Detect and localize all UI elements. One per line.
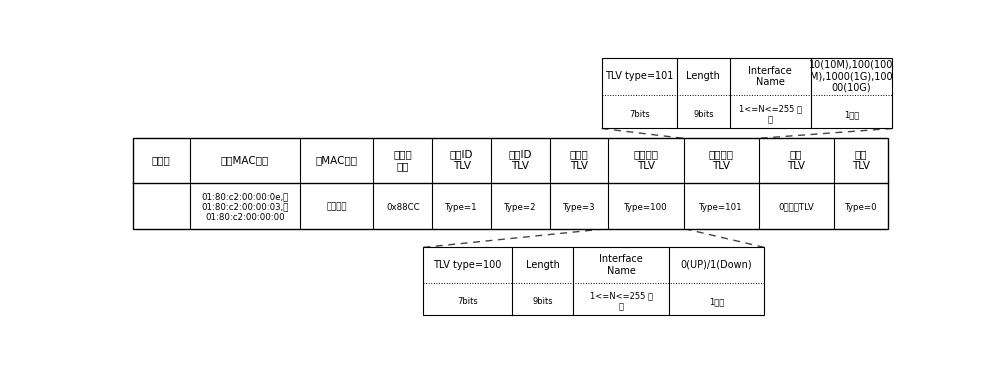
Text: 前导码: 前导码 — [152, 156, 171, 165]
Text: 9bits: 9bits — [532, 297, 553, 306]
Text: 源MAC地址: 源MAC地址 — [316, 156, 358, 165]
Text: TLV type=101: TLV type=101 — [605, 71, 674, 81]
Text: 1字节: 1字节 — [709, 297, 724, 306]
Text: 1<=N<=255 字
节: 1<=N<=255 字 节 — [739, 105, 802, 124]
Bar — [133, 138, 888, 228]
Text: 0x88CC: 0x88CC — [386, 203, 420, 212]
Text: Type=3: Type=3 — [563, 203, 595, 212]
Text: 10(10M),100(100
M),1000(1G),100
00(10G): 10(10M),100(100 M),1000(1G),100 00(10G) — [809, 60, 894, 93]
Text: Type=2: Type=2 — [504, 203, 537, 212]
Text: 目的MAC地址: 目的MAC地址 — [221, 156, 269, 165]
Text: 生存期
TLV: 生存期 TLV — [570, 150, 588, 171]
Text: 机筱ID
TLV: 机筱ID TLV — [450, 150, 473, 171]
Text: Interface
Name: Interface Name — [599, 254, 643, 276]
Text: 7bits: 7bits — [457, 297, 478, 306]
Text: Type=101: Type=101 — [699, 203, 743, 212]
Text: Type=100: Type=100 — [624, 203, 668, 212]
Text: Length: Length — [686, 71, 720, 81]
Text: Type=1: Type=1 — [445, 203, 478, 212]
Bar — [423, 247, 764, 315]
Text: 0(UP)/1(Down): 0(UP)/1(Down) — [681, 260, 752, 270]
Bar — [602, 58, 892, 128]
Text: 0或多个TLV: 0或多个TLV — [778, 203, 814, 212]
Text: 以太网
类型: 以太网 类型 — [393, 150, 412, 171]
Text: 1<=N<=255 字
节: 1<=N<=255 字 节 — [590, 292, 653, 311]
Text: 01:80:c2:00:00:0e,或
01:80:c2:00:00:03,或
01:80:c2:00:00:00: 01:80:c2:00:00:0e,或 01:80:c2:00:00:03,或 … — [201, 193, 289, 222]
Text: 9bits: 9bits — [693, 110, 714, 119]
Text: Type=0: Type=0 — [845, 203, 877, 212]
Text: 可选
TLV: 可选 TLV — [787, 150, 805, 171]
Text: 接口状态
TLV: 接口状态 TLV — [634, 150, 659, 171]
Text: 端口ID
TLV: 端口ID TLV — [509, 150, 532, 171]
Text: Interface
Name: Interface Name — [748, 66, 792, 87]
Text: 钉路状态
TLV: 钉路状态 TLV — [709, 150, 734, 171]
Text: Length: Length — [526, 260, 560, 270]
Text: TLV type=100: TLV type=100 — [434, 260, 502, 270]
Text: 站点地址: 站点地址 — [327, 203, 347, 212]
Text: 1字节: 1字节 — [844, 110, 859, 119]
Text: 7bits: 7bits — [629, 110, 650, 119]
Text: 结束
TLV: 结束 TLV — [852, 150, 870, 171]
